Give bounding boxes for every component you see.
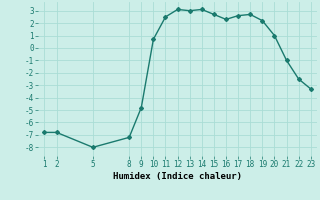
- X-axis label: Humidex (Indice chaleur): Humidex (Indice chaleur): [113, 172, 242, 181]
